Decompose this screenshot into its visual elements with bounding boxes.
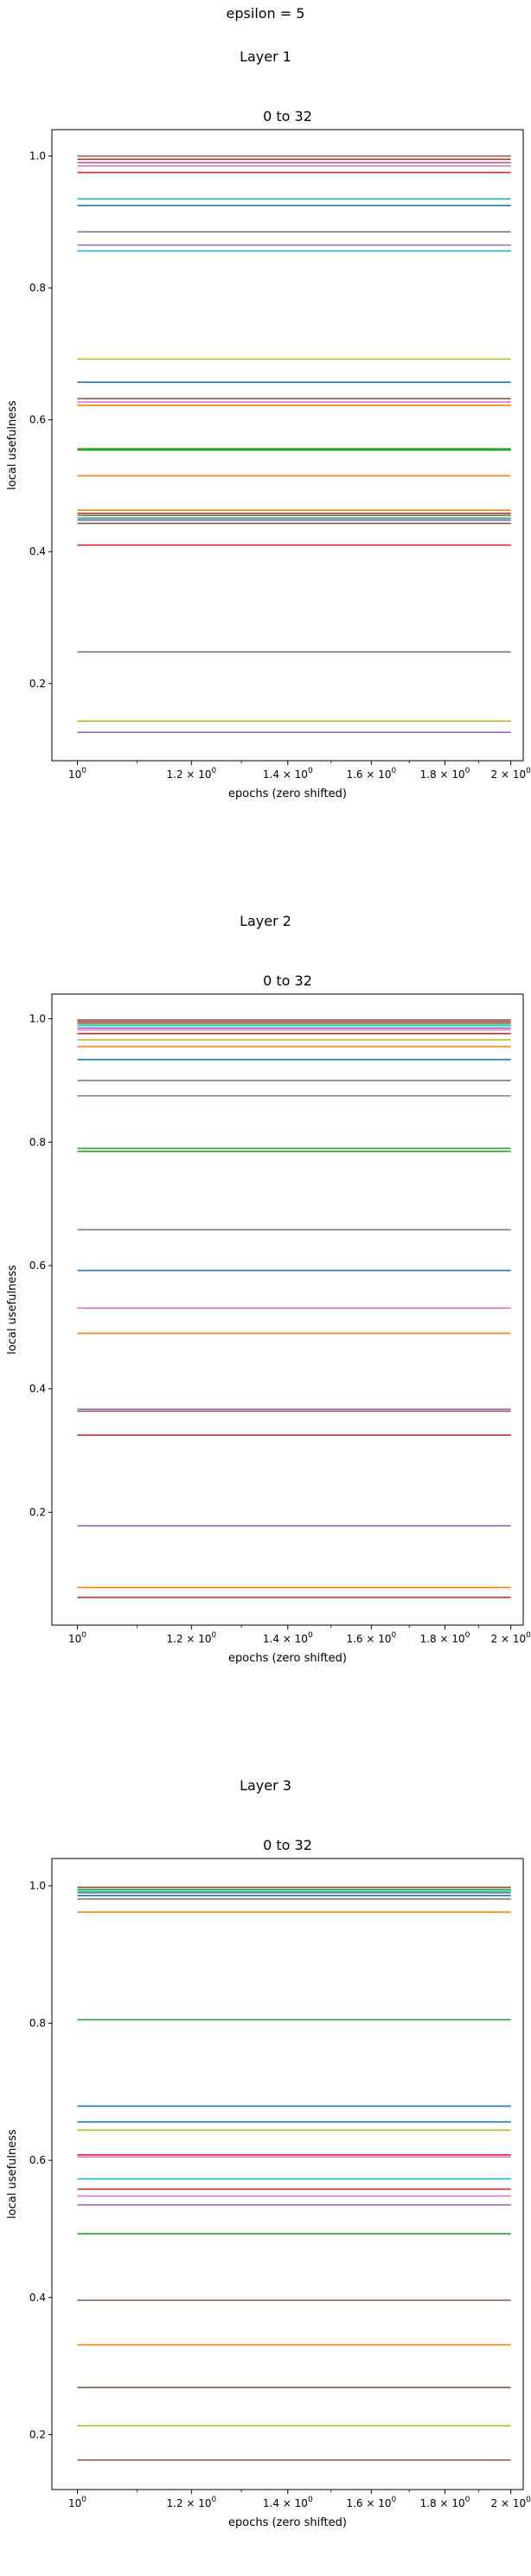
x-tick-exponent: 0: [526, 1631, 531, 1640]
chart-title: 0 to 32: [263, 108, 312, 124]
x-tick-label: 2 × 100: [491, 1631, 531, 1645]
x-tick-exponent: 0: [308, 2496, 313, 2504]
layer-1-title: Layer 1: [240, 48, 291, 65]
y-tick-label: 0.2: [29, 1506, 46, 1518]
y-tick-label: 0.8: [29, 282, 46, 294]
y-tick-label: 0.6: [29, 1259, 46, 1272]
y-axis-label: local usefulness: [6, 1265, 19, 1355]
x-tick-exponent: 0: [308, 767, 313, 775]
x-tick-base: 1.8 × 10: [420, 1633, 465, 1645]
x-tick-base: 1.8 × 10: [420, 2497, 465, 2509]
x-tick-label: 1.8 × 100: [420, 767, 470, 781]
x-tick-base: 1.6 × 10: [346, 2497, 391, 2509]
chart-title: 0 to 32: [263, 1837, 312, 1853]
layer-3-title: Layer 3: [240, 1777, 291, 1794]
y-tick-label: 1.0: [29, 150, 46, 163]
x-tick-exponent: 0: [391, 767, 396, 775]
x-tick-exponent: 0: [211, 1631, 216, 1640]
x-tick-base: 1.4 × 10: [263, 1633, 308, 1645]
x-tick-label: 2 × 100: [491, 2496, 531, 2509]
layer-2-title: Layer 2: [240, 913, 291, 929]
x-tick-exponent: 0: [465, 767, 470, 775]
x-tick-label: 1.8 × 100: [420, 2496, 470, 2509]
plot-frame: [51, 1858, 524, 2490]
y-tick-label: 0.2: [29, 2429, 46, 2441]
x-tick-label: 1.2 × 100: [166, 2496, 216, 2509]
x-tick-label: 1.4 × 100: [263, 2496, 313, 2509]
y-tick-label: 0.4: [29, 2292, 46, 2304]
x-tick-exponent: 0: [211, 2496, 216, 2504]
x-axis-label: epochs (zero shifted): [228, 1652, 347, 1665]
x-tick-exponent: 0: [81, 1631, 86, 1640]
x-tick-label: 2 × 100: [491, 767, 531, 781]
figure-suptitle: epsilon = 5: [226, 5, 305, 22]
x-tick-label: 1.4 × 100: [263, 767, 313, 781]
y-tick-label: 0.2: [29, 678, 46, 690]
x-tick-label: 1.2 × 100: [166, 767, 216, 781]
chart-title: 0 to 32: [263, 972, 312, 989]
y-tick-label: 0.8: [29, 2017, 46, 2029]
x-tick-base: 1.2 × 10: [166, 1633, 211, 1645]
x-tick-base: 1.8 × 10: [420, 768, 465, 781]
x-tick-base: 1.4 × 10: [263, 2497, 308, 2509]
x-tick-base: 1.6 × 10: [346, 1633, 391, 1645]
x-tick-label: 1.6 × 100: [346, 2496, 396, 2509]
y-tick-label: 1.0: [29, 1013, 46, 1025]
x-tick-base: 1.4 × 10: [263, 768, 308, 781]
x-tick-base: 10: [68, 2497, 81, 2509]
x-tick-label: 1.2 × 100: [166, 1631, 216, 1645]
x-tick-exponent: 0: [391, 2496, 396, 2504]
x-tick-label: 100: [68, 2496, 86, 2509]
x-tick-exponent: 0: [81, 2496, 86, 2504]
y-tick-label: 0.6: [29, 2154, 46, 2166]
x-tick-label: 1.8 × 100: [420, 1631, 470, 1645]
x-tick-base: 1.2 × 10: [166, 2497, 211, 2509]
x-tick-label: 1.6 × 100: [346, 767, 396, 781]
plot-frame: [51, 129, 524, 762]
x-tick-label: 1.6 × 100: [346, 1631, 396, 1645]
x-tick-exponent: 0: [526, 767, 531, 775]
x-tick-base: 10: [68, 768, 81, 781]
x-tick-exponent: 0: [391, 1631, 396, 1640]
x-tick-label: 100: [68, 767, 86, 781]
x-tick-base: 2 × 10: [491, 1633, 527, 1645]
y-axis-label: local usefulness: [6, 400, 19, 490]
y-axis-label: local usefulness: [6, 2129, 19, 2219]
x-tick-exponent: 0: [211, 767, 216, 775]
x-tick-label: 100: [68, 1631, 86, 1645]
x-tick-base: 2 × 10: [491, 2497, 527, 2509]
plot-frame: [51, 993, 524, 1626]
y-tick-label: 0.6: [29, 414, 46, 426]
x-axis-label: epochs (zero shifted): [228, 2516, 347, 2529]
x-tick-exponent: 0: [308, 1631, 313, 1640]
y-tick-label: 1.0: [29, 1880, 46, 1892]
x-tick-exponent: 0: [526, 2496, 531, 2504]
x-axis-label: epochs (zero shifted): [228, 787, 347, 800]
y-tick-label: 0.8: [29, 1136, 46, 1148]
x-tick-exponent: 0: [81, 767, 86, 775]
x-tick-exponent: 0: [465, 1631, 470, 1640]
x-tick-base: 10: [68, 1633, 81, 1645]
x-tick-label: 1.4 × 100: [263, 1631, 313, 1645]
x-tick-base: 2 × 10: [491, 768, 527, 781]
y-tick-label: 0.4: [29, 545, 46, 558]
x-tick-base: 1.6 × 10: [346, 768, 391, 781]
x-tick-exponent: 0: [465, 2496, 470, 2504]
x-tick-base: 1.2 × 10: [166, 768, 211, 781]
y-tick-label: 0.4: [29, 1383, 46, 1395]
